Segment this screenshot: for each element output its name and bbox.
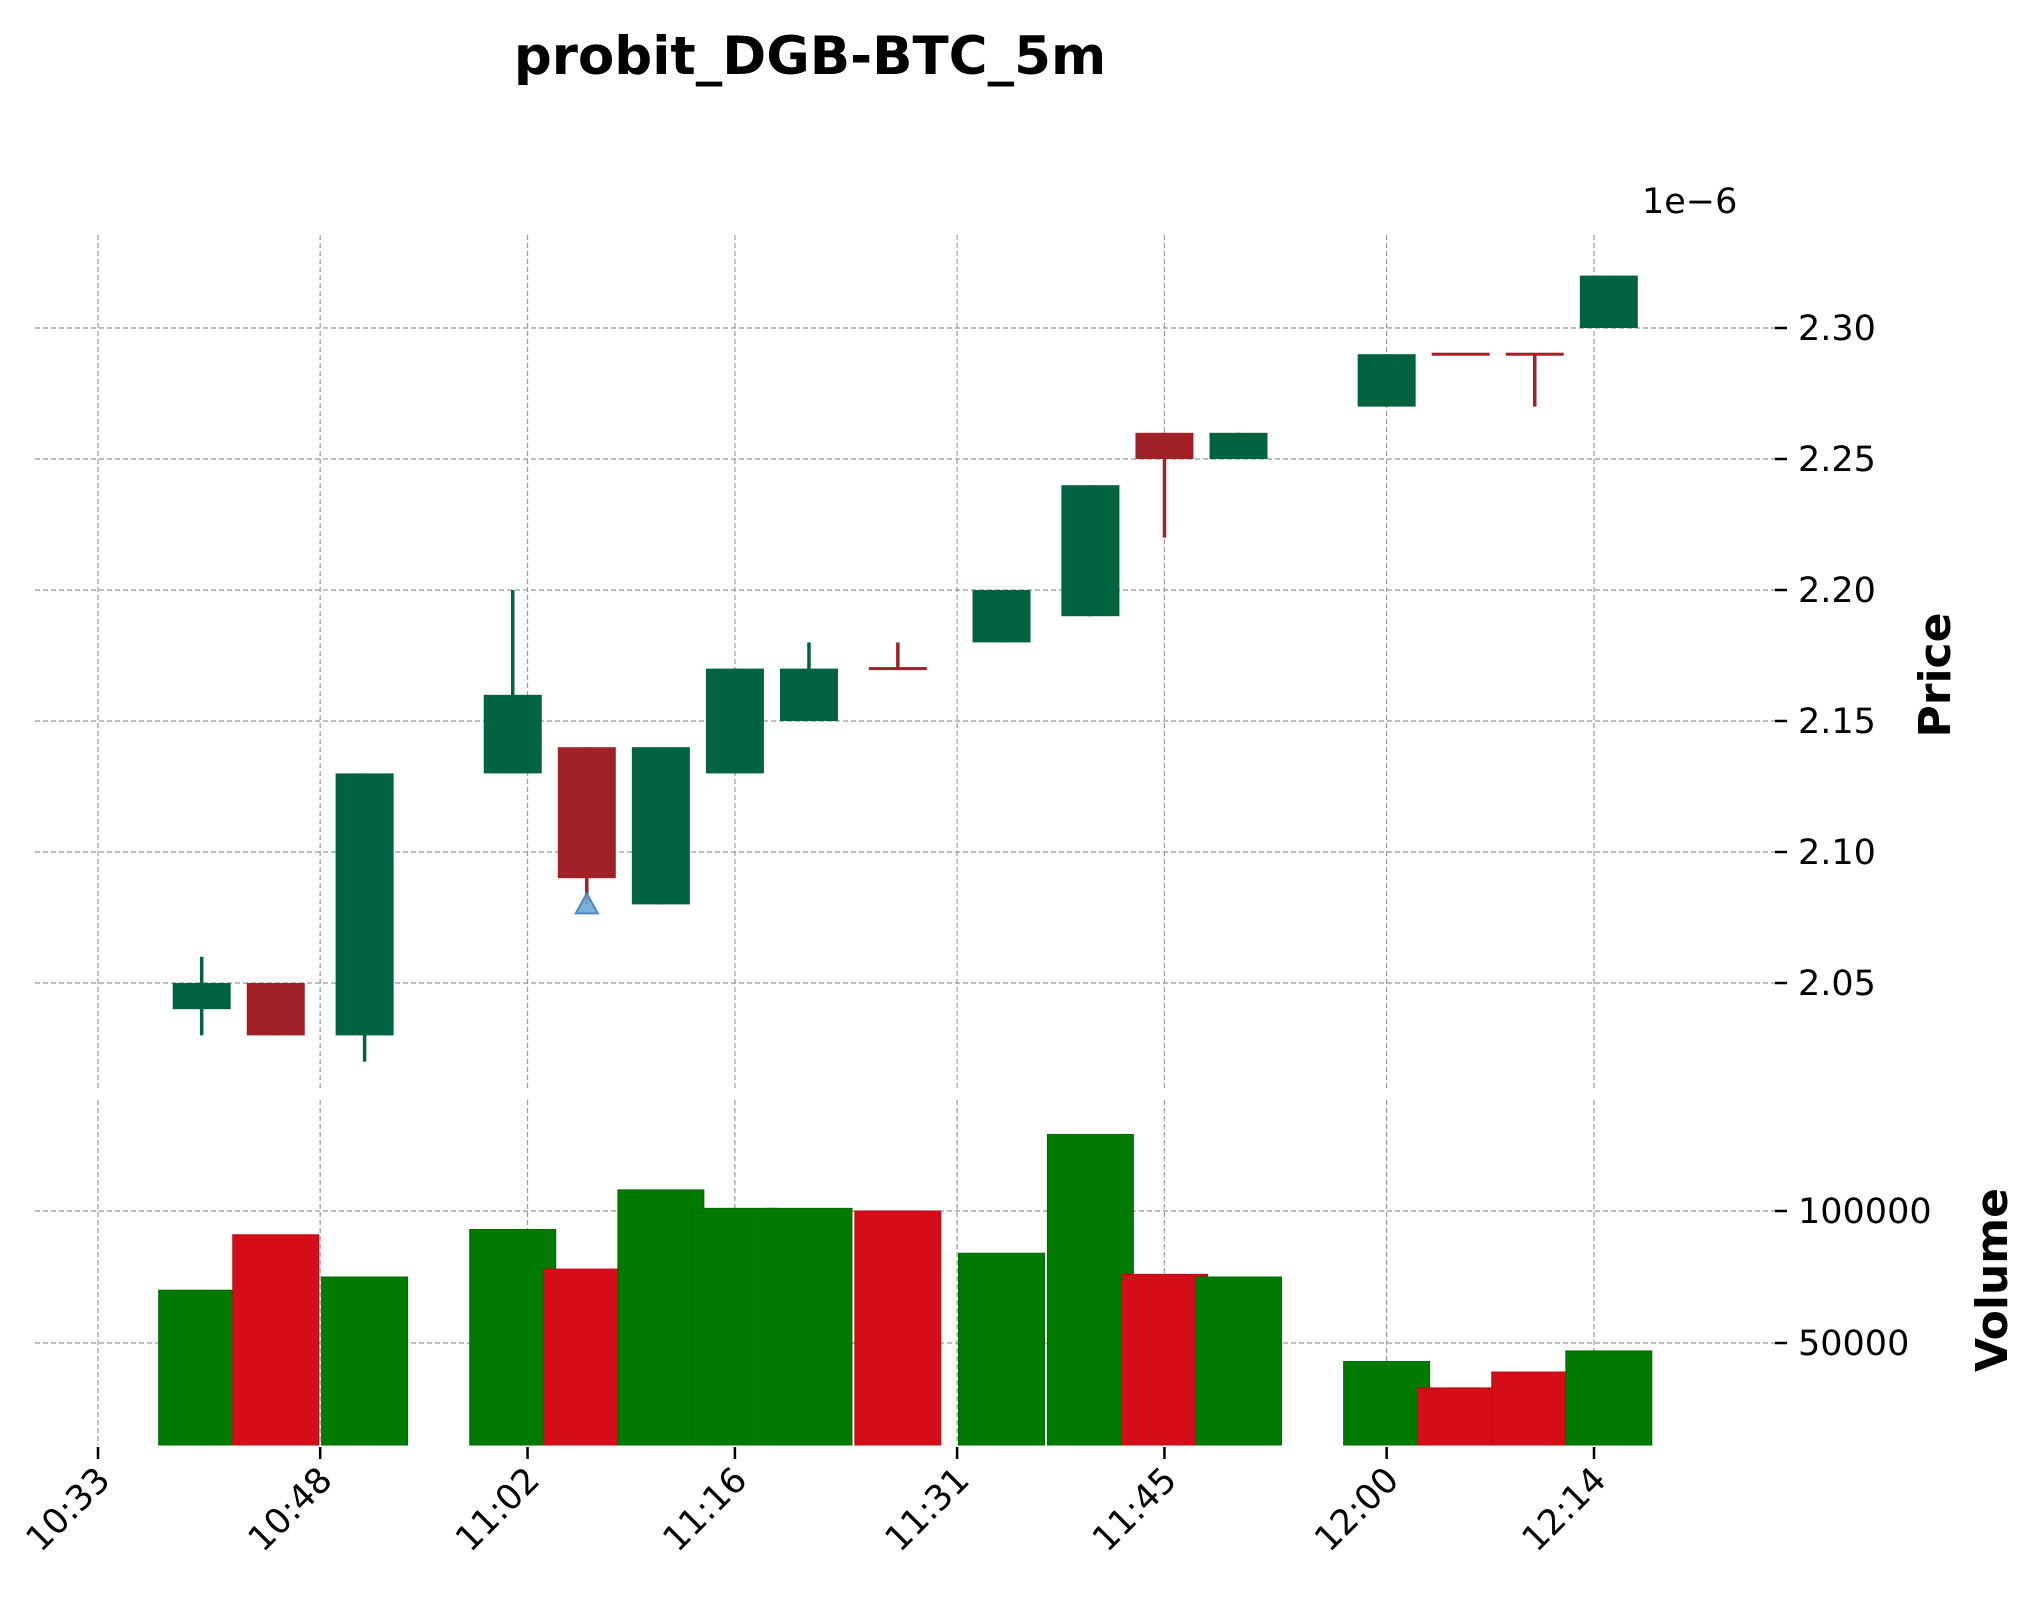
candle xyxy=(246,983,305,1036)
volume-bar xyxy=(1491,1371,1579,1446)
volume-bar xyxy=(617,1189,705,1446)
x-tick-label: 12:14 xyxy=(1515,1460,1615,1560)
x-tick-label: 11:16 xyxy=(656,1460,756,1560)
candle xyxy=(1579,275,1638,328)
volume-bar xyxy=(765,1207,853,1446)
price-tick-label: 2.10 xyxy=(1798,833,1876,873)
volume-bar xyxy=(543,1268,631,1446)
price-tick-label: 2.30 xyxy=(1798,309,1876,349)
x-tick-label: 11:02 xyxy=(448,1460,548,1560)
x-tick-label: 10:48 xyxy=(241,1460,341,1560)
volume-bar xyxy=(1417,1387,1505,1446)
volume-bar xyxy=(958,1252,1046,1446)
candle-body xyxy=(1505,352,1564,356)
volume-bar xyxy=(469,1228,557,1446)
candle-body xyxy=(557,747,616,879)
candle xyxy=(868,642,927,671)
candle xyxy=(972,590,1031,643)
volume-tick-label: 50000 xyxy=(1798,1324,1909,1364)
candles xyxy=(172,275,1638,1062)
candle xyxy=(335,773,394,1062)
price-axis-label: Price xyxy=(1910,613,1961,738)
x-tick-label: 11:45 xyxy=(1085,1460,1185,1560)
volume-tick-label: 100000 xyxy=(1798,1192,1932,1232)
candle-body xyxy=(1209,432,1268,459)
volume-bar xyxy=(321,1276,409,1446)
candle xyxy=(1357,354,1416,407)
volume-bar xyxy=(1120,1273,1208,1446)
candle-body xyxy=(972,590,1031,643)
price-tick-label: 2.25 xyxy=(1798,440,1876,480)
volume-axis-label: Volume xyxy=(1967,1188,2018,1372)
triangle-up-marker xyxy=(574,891,600,915)
candle xyxy=(1431,352,1490,356)
x-tick-label: 10:33 xyxy=(19,1460,119,1560)
candle xyxy=(1505,352,1564,407)
volume-bar xyxy=(1046,1133,1134,1446)
volume-bar xyxy=(232,1234,320,1446)
volume-bar xyxy=(1565,1350,1653,1446)
candle-body xyxy=(631,747,690,905)
candle xyxy=(1209,432,1268,459)
candle-body xyxy=(779,668,838,721)
volume-bar xyxy=(1195,1276,1283,1446)
price-tick-label: 2.05 xyxy=(1798,964,1876,1004)
candle xyxy=(779,642,838,721)
x-tick-label: 11:31 xyxy=(878,1460,978,1560)
candle-body xyxy=(172,983,231,1010)
volume-bar xyxy=(854,1210,942,1446)
candle-body xyxy=(483,694,542,774)
candle-body xyxy=(335,773,394,1036)
candle xyxy=(631,747,690,905)
price-multiplier-label: 1e−6 xyxy=(1642,182,1738,222)
volume-bar xyxy=(691,1207,779,1446)
candle xyxy=(557,747,616,905)
candle xyxy=(705,668,764,774)
chart-title: probit_DGB-BTC_5m xyxy=(513,26,1107,87)
markers xyxy=(574,891,600,915)
volume-bar xyxy=(158,1289,246,1446)
price-tick-label: 2.20 xyxy=(1798,571,1876,611)
candle xyxy=(483,590,542,774)
candle xyxy=(172,956,231,1036)
candle-body xyxy=(705,668,764,774)
volume-bar xyxy=(1343,1360,1431,1446)
candle-body xyxy=(1431,352,1490,356)
volume-bars xyxy=(158,1133,1653,1446)
candle-body xyxy=(246,983,305,1036)
candle-body xyxy=(868,667,927,671)
candle-body xyxy=(1135,432,1194,459)
candle xyxy=(1135,432,1194,538)
x-tick-label: 12:00 xyxy=(1307,1460,1407,1560)
candle xyxy=(1061,485,1120,617)
price-tick-label: 2.15 xyxy=(1798,702,1876,742)
candle-body xyxy=(1357,354,1416,407)
candle-body xyxy=(1061,485,1120,617)
candle-body xyxy=(1579,275,1638,328)
